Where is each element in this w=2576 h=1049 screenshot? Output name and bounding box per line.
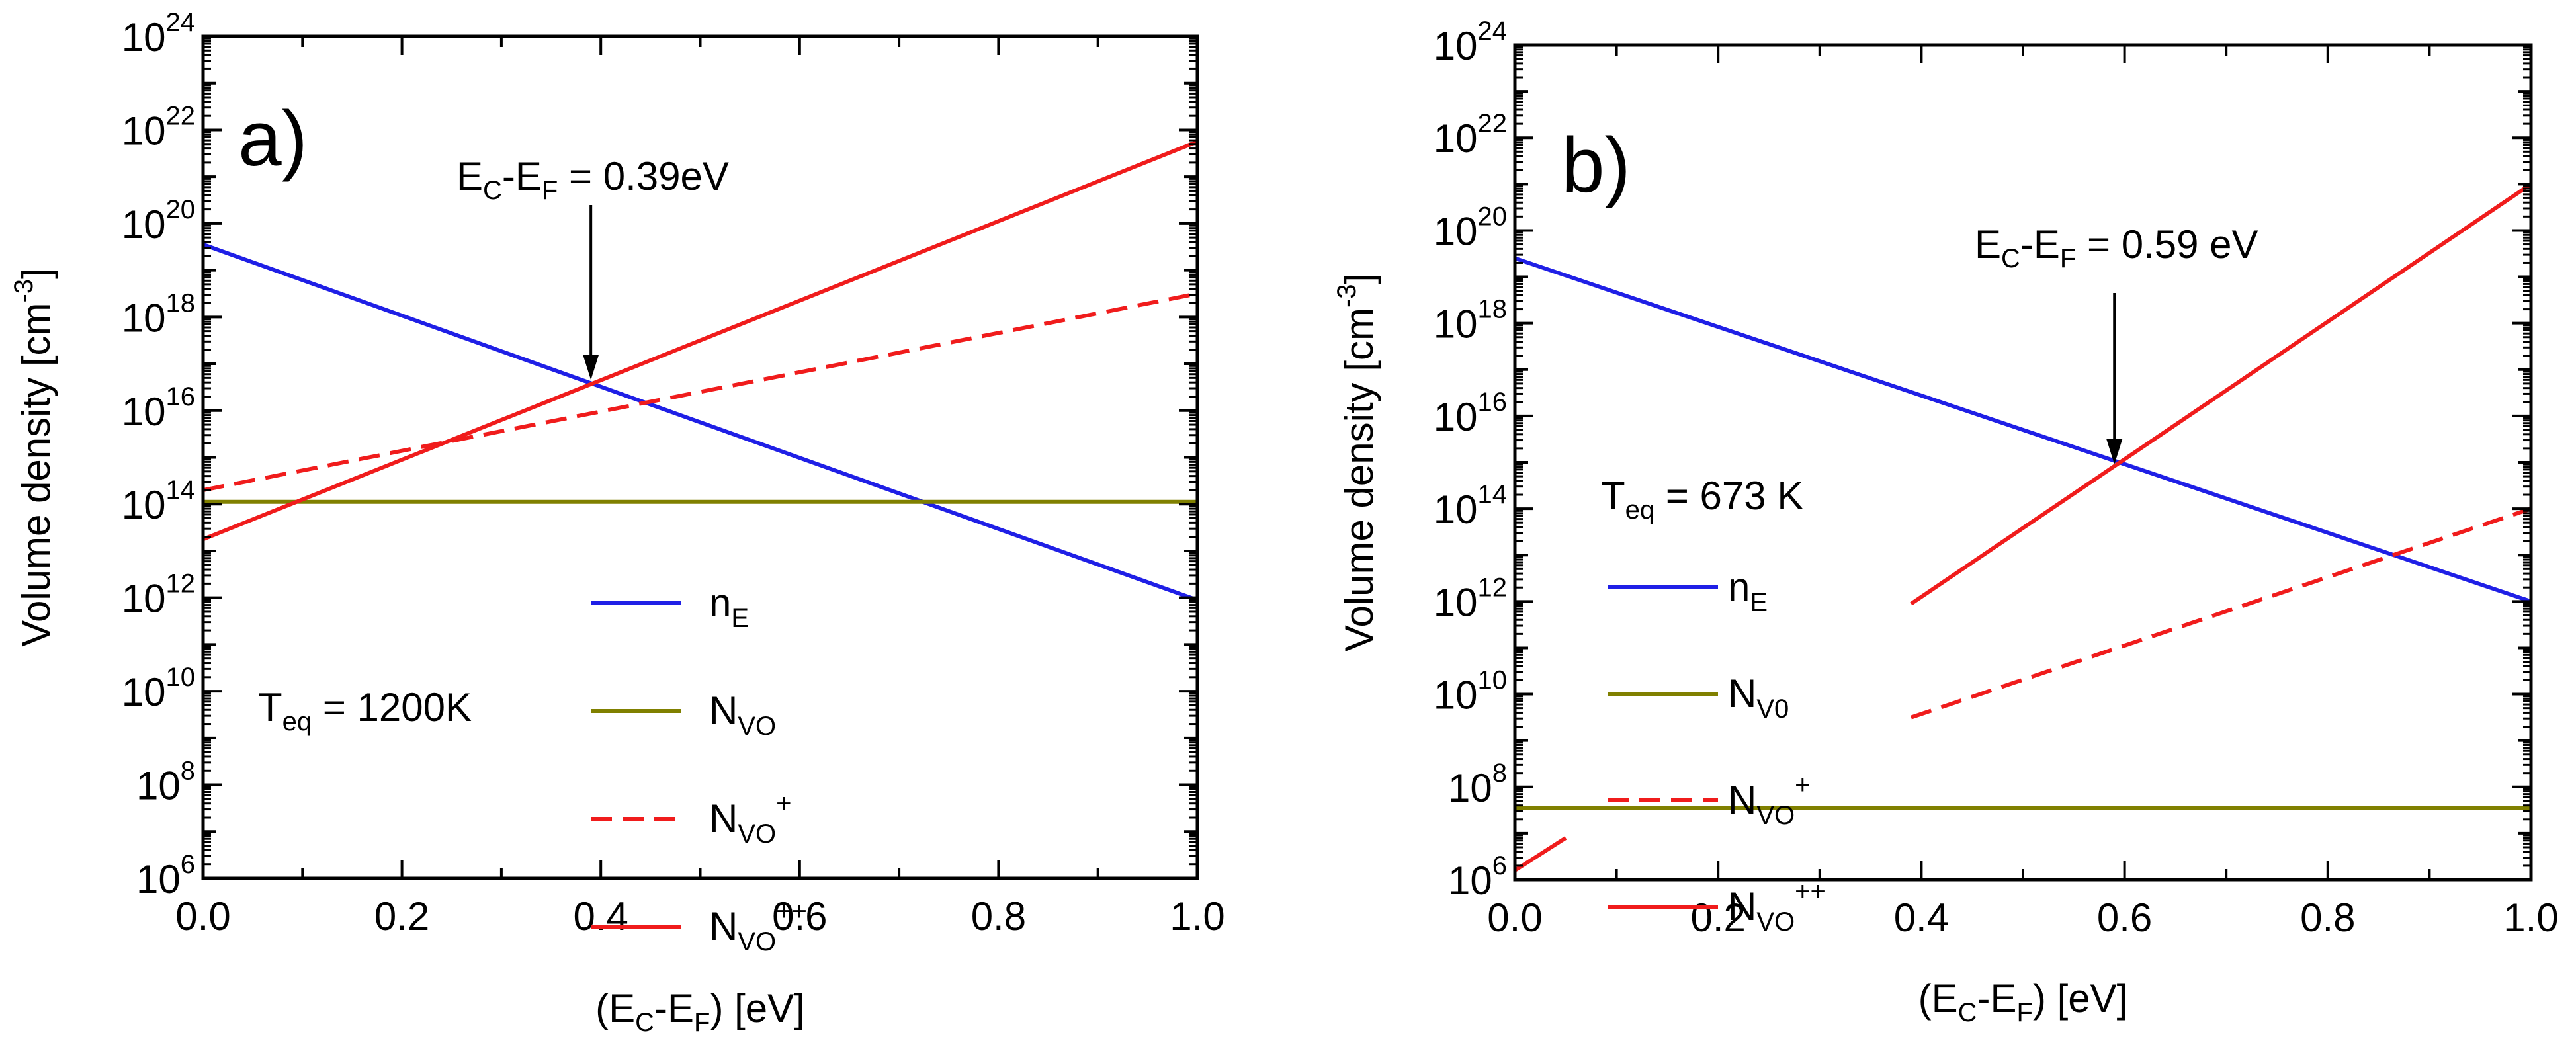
series-line-nvoplusplus-seg2	[1910, 182, 2531, 606]
y-axis-label: Volume density [cm-3]	[1332, 273, 1381, 651]
legend: nE NVO NVO+ NVO++	[591, 581, 807, 956]
plot-area	[1515, 182, 2531, 872]
legend-label: nE	[709, 581, 749, 633]
y-tick-label: 106	[1448, 851, 1507, 903]
annotation-arrow-head	[583, 355, 599, 380]
series-line-ne	[203, 242, 1197, 603]
y-tick-label: 1016	[1434, 388, 1507, 439]
crossing-annotation: EC-EF = 0.59 eV	[1975, 222, 2258, 273]
y-tick-label: 1024	[122, 8, 195, 60]
x-tick-label: 0.8	[971, 894, 1026, 939]
y-axis-label: Volume density [cm-3]	[9, 268, 58, 646]
x-tick-label: 0.0	[1487, 896, 1542, 940]
y-tick-label: 1024	[1434, 17, 1507, 68]
x-tick-label: 0.6	[772, 894, 827, 939]
legend-label: NVO	[709, 689, 776, 741]
y-tick-label: 1014	[122, 476, 195, 527]
annotation-arrow-head	[2106, 439, 2123, 465]
x-tick-label: 0.4	[573, 894, 628, 939]
series-line-nvoplusplus	[203, 140, 1197, 542]
legend-label: NVO+	[1728, 771, 1811, 830]
x-tick-label: 1.0	[2503, 896, 2558, 940]
legend-label: NVO++	[1728, 877, 1826, 937]
y-tick-label: 1014	[1434, 480, 1507, 532]
x-tick-label: 1.0	[1170, 894, 1224, 939]
temperature-label: Teq = 1200K	[258, 685, 472, 736]
y-tick-label: 1012	[1434, 573, 1507, 624]
temperature-label: Teq = 673 K	[1601, 474, 1803, 524]
x-tick-label: 0.4	[1894, 896, 1949, 940]
legend-label: nE	[1728, 565, 1768, 617]
legend-label: NVO++	[709, 897, 807, 956]
y-tick-label: 106	[136, 850, 195, 902]
y-tick-label: 1020	[1434, 202, 1507, 253]
crossing-annotation: EC-EF = 0.39eV	[456, 154, 729, 205]
legend-label: NVO+	[709, 789, 792, 849]
x-tick-label: 0.2	[1690, 896, 1745, 940]
y-tick-label: 1010	[1434, 666, 1507, 718]
plot-area	[203, 140, 1197, 603]
y-tick-label: 1010	[122, 663, 195, 714]
y-tick-label: 1022	[1434, 109, 1507, 161]
x-tick-label: 0.8	[2300, 896, 2355, 940]
series-line-nvoplus	[203, 292, 1197, 492]
x-tick-label: 0.0	[175, 894, 230, 939]
x-tick-label: 0.6	[2097, 896, 2152, 940]
legend: nE NV0 NVO+ NVO++	[1608, 565, 1826, 937]
y-tick-label: 108	[136, 757, 195, 808]
y-tick-label: 1016	[122, 382, 195, 434]
legend-label: NV0	[1728, 671, 1789, 724]
y-tick-label: 108	[1448, 759, 1507, 810]
panel-label: a)	[238, 95, 308, 183]
series-line-ne	[1515, 256, 2531, 604]
panel-label: b)	[1561, 122, 1631, 209]
series-line-nvoplus	[1911, 507, 2531, 720]
series-line-nvoplusplus	[1515, 836, 1567, 872]
x-axis-label: (EC-EF) [eV]	[595, 986, 805, 1037]
panel-a: 0.0 0.2 0.4 0.6 0.8 1.0 106 108 1010 1012 1014 1016…	[9, 8, 1225, 1037]
x-axis-label: (EC-EF) [eV]	[1918, 976, 2128, 1027]
x-tick-label: 0.2	[374, 894, 429, 939]
y-tick-label: 1022	[122, 101, 195, 153]
y-tick-label: 1012	[122, 569, 195, 621]
panel-b: 0.0 0.2 0.4 0.6 0.8 1.0 106 108 1010 1012 1014 1016…	[1332, 17, 2559, 1027]
y-tick-label: 1020	[122, 195, 195, 247]
y-tick-label: 1018	[1434, 295, 1507, 347]
y-tick-label: 1018	[122, 288, 195, 340]
